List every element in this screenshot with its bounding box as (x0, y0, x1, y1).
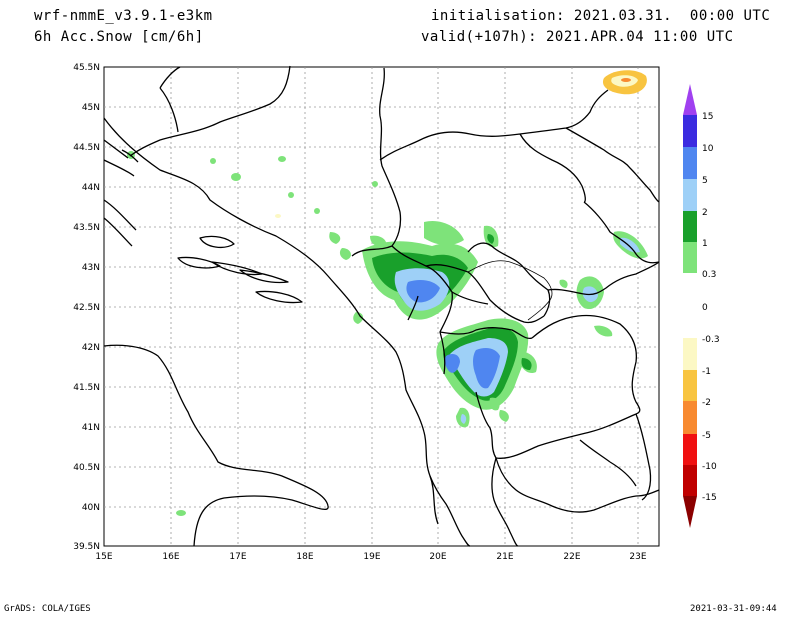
lat-tick-label: 43N (82, 263, 100, 273)
colorbar-label: 10 (702, 144, 714, 154)
lon-tick-label: 20E (429, 552, 446, 562)
lon-tick-label: 18E (296, 552, 313, 562)
kosovo-border (467, 260, 553, 321)
colorbar-label: -1 (702, 367, 711, 377)
colorbar-labels: 15 10 5 2 1 0.3 0 -0.3 -1 -2 -5 -10 -15 (702, 112, 720, 503)
colorbar-swatch (683, 242, 697, 273)
colorbar-swatch (683, 273, 697, 306)
colorbar-swatch (683, 370, 697, 401)
colorbar-label: 1 (702, 239, 708, 249)
latitude-labels: 45.5N 45N 44.5N 44N 43.5N 43N 42.5N 42N … (73, 63, 100, 552)
longitude-labels: 15E 16E 17E 18E 19E 20E 21E 22E 23E (95, 552, 646, 562)
footer-timestamp: 2021-03-31-09:44 (690, 604, 777, 614)
lat-tick-label: 43.5N (73, 223, 100, 233)
colorbar-label: 0 (702, 303, 708, 313)
lon-tick-label: 21E (496, 552, 513, 562)
colorbar-swatch (683, 434, 697, 465)
lon-tick-label: 22E (563, 552, 580, 562)
coastlines-borders (103, 65, 660, 547)
colorbar-swatch (683, 401, 697, 434)
footer-credit: GrADS: COLA/IGES (4, 604, 91, 614)
colorbar-top-arrow (683, 84, 697, 115)
lat-tick-label: 39.5N (73, 542, 100, 552)
lat-tick-label: 42.5N (73, 303, 100, 313)
colorbar-swatch (683, 306, 697, 338)
colorbar-label: -2 (702, 398, 711, 408)
colorbar-bottom-arrow (683, 496, 697, 528)
model-label: wrf-nmmE_v3.9.1-e3km (34, 8, 213, 24)
field-label: 6h Acc.Snow [cm/6h] (34, 29, 204, 45)
lat-tick-label: 40N (82, 503, 100, 513)
colorbar-label: -5 (702, 431, 711, 441)
colorbar-label: 15 (702, 112, 713, 122)
colorbar: 15 10 5 2 1 0.3 0 -0.3 -1 -2 -5 -10 -15 (683, 84, 720, 528)
valid-time-label: valid(+107h): 2021.APR.04 11:00 UTC (421, 29, 734, 45)
lat-tick-label: 45N (82, 103, 100, 113)
snow-field (127, 70, 648, 516)
lon-tick-label: 19E (363, 552, 380, 562)
colorbar-swatch (683, 115, 697, 147)
colorbar-swatch (683, 211, 697, 242)
lon-tick-label: 16E (162, 552, 179, 562)
colorbar-swatch (683, 147, 697, 179)
colorbar-label: -0.3 (702, 335, 720, 345)
colorbar-label: 0.3 (702, 270, 716, 280)
lat-tick-label: 40.5N (73, 463, 100, 473)
lat-tick-label: 41.5N (73, 383, 100, 393)
colorbar-swatch (683, 465, 697, 496)
lon-tick-label: 17E (229, 552, 246, 562)
lon-tick-label: 15E (95, 552, 112, 562)
lat-tick-label: 42N (82, 343, 100, 353)
map-frame (103, 66, 660, 547)
lat-tick-label: 44N (82, 183, 100, 193)
lat-tick-label: 41N (82, 423, 100, 433)
colorbar-swatch (683, 338, 697, 370)
colorbar-label: -15 (702, 493, 717, 503)
lat-tick-label: 44.5N (73, 143, 100, 153)
colorbar-label: 5 (702, 176, 708, 186)
colorbar-label: -10 (702, 462, 717, 472)
lon-tick-label: 23E (629, 552, 646, 562)
lat-tick-label: 45.5N (73, 63, 100, 73)
colorbar-swatch (683, 179, 697, 211)
init-time-label: initialisation: 2021.03.31. 00:00 UTC (431, 8, 771, 24)
colorbar-label: 2 (702, 208, 708, 218)
